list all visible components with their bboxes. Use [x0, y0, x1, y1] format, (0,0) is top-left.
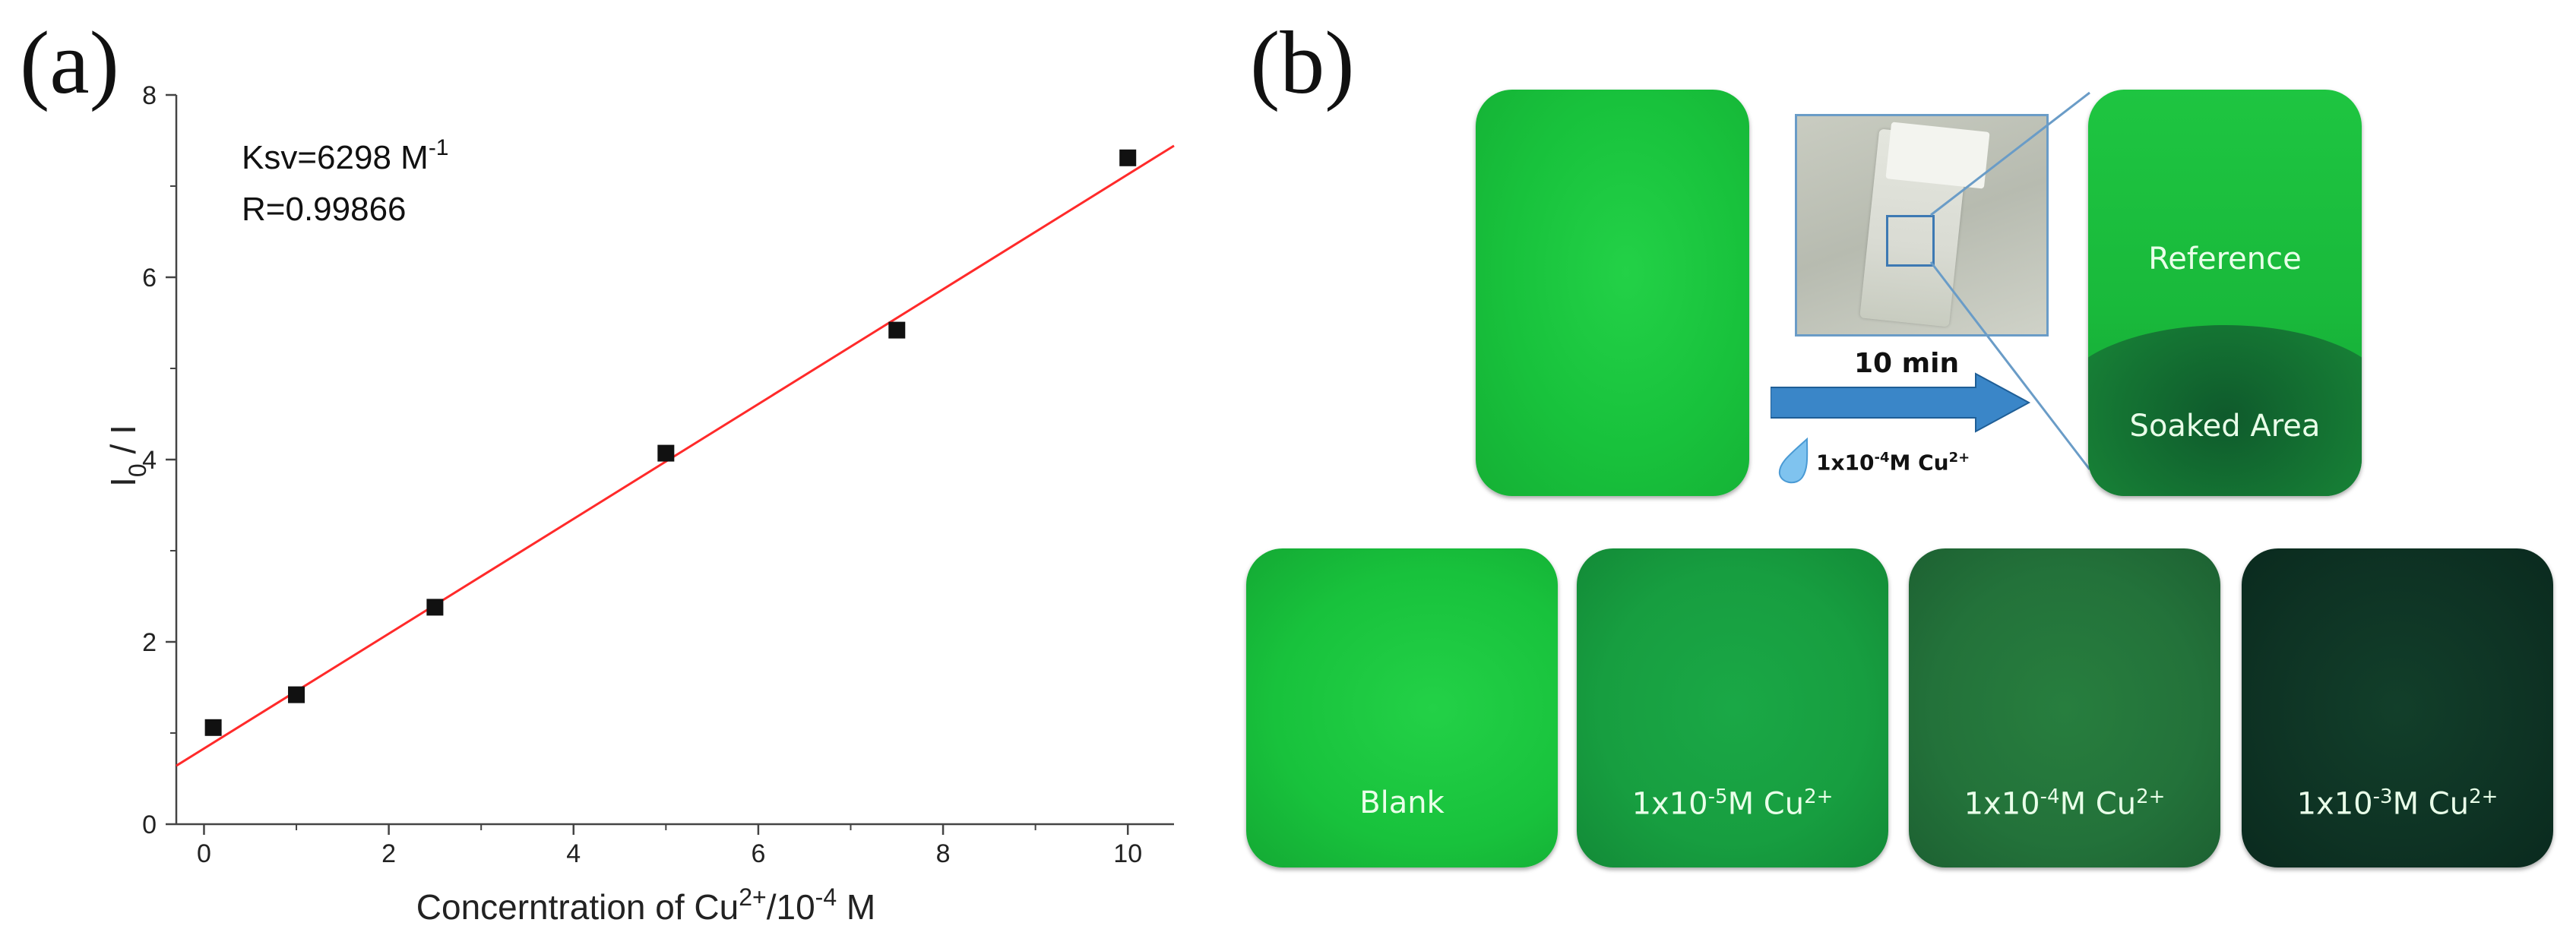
data-point	[204, 719, 222, 736]
y-axis-title: I0 / I	[103, 425, 151, 487]
x-tick-label: 8	[936, 839, 951, 868]
data-points	[204, 149, 1137, 736]
r-annotation: R=0.99866	[242, 191, 407, 228]
zoom-region-box	[1886, 215, 1935, 267]
soaked-area-label: Soaked Area	[2129, 409, 2321, 444]
arrow-right-icon	[1771, 372, 2031, 433]
data-point	[657, 444, 675, 462]
panel-a-letter: (a)	[20, 13, 119, 112]
data-point	[426, 599, 444, 616]
film-1e-5-card: 1x10-5M Cu2+	[1577, 548, 1888, 867]
tick-labels: 0 2 4 6 8 10 0 2 4 6 8	[142, 81, 1142, 868]
quenching-chart: 0 2 4 6 8 10 0 2 4 6 8 Ksv=6298 M-1 R=0.99866 Conc…	[103, 81, 1175, 927]
reference-label: Reference	[2148, 242, 2302, 276]
y-tick-label: 4	[142, 446, 157, 475]
fit-line-layer	[176, 144, 1175, 767]
x-tick-label: 6	[751, 839, 765, 868]
film-before-card	[1476, 90, 1749, 496]
film-1e-4-card: 1x10-4M Cu2+	[1909, 548, 2220, 867]
water-drop-icon	[1778, 438, 1809, 484]
conc-label-1e-4: 1x10-4M Cu2+	[1964, 785, 2166, 822]
data-point	[1119, 149, 1137, 166]
x-tick-label: 2	[381, 839, 396, 868]
x-tick-label: 4	[566, 839, 581, 868]
film-after-card: Reference Soaked Area	[2088, 90, 2362, 496]
conc-label-1e-5: 1x10-5M Cu2+	[1631, 785, 1834, 822]
x-axis-title: Concerntration of Cu2+/10-4 M	[416, 883, 875, 927]
panel-b-letter: (b)	[1250, 13, 1355, 112]
soaked-area	[2088, 325, 2362, 496]
y-tick-label: 6	[142, 264, 157, 292]
y-tick-label: 0	[142, 811, 157, 839]
fit-line	[176, 144, 1175, 767]
data-point	[288, 686, 305, 703]
film-blank-card: Blank	[1246, 548, 1558, 867]
conc-label-1e-3: 1x10-3M Cu2+	[2296, 785, 2498, 822]
chart-axes	[166, 93, 1174, 835]
data-point	[888, 321, 906, 339]
zoom-line-top	[1930, 91, 2090, 216]
x-tick-label: 10	[1113, 839, 1142, 868]
ksv-annotation: Ksv=6298 M-1	[242, 135, 449, 176]
film-1e-3-card: 1x10-3M Cu2+	[2242, 548, 2553, 867]
zoom-line-bottom	[1929, 261, 2091, 470]
x-tick-label: 0	[197, 839, 211, 868]
time-label: 10 min	[1854, 348, 1960, 379]
slide-photo	[1795, 114, 2049, 337]
blank-label: Blank	[1359, 785, 1445, 820]
y-tick-label: 8	[142, 81, 157, 110]
y-tick-label: 2	[142, 628, 157, 657]
drop-concentration-label: 1x10-4M Cu2+	[1816, 450, 1970, 476]
